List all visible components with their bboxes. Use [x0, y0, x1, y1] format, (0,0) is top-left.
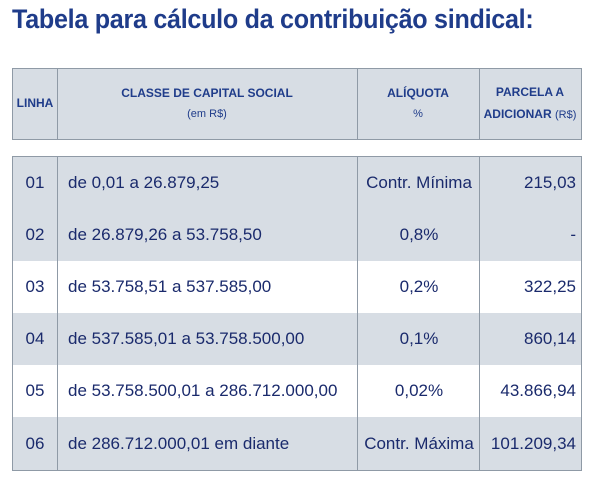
table-row: 04 de 537.585,01 a 53.758.500,00 0,1% 86…: [13, 313, 581, 366]
table-row: 06 de 286.712.000,01 em diante Contr. Má…: [13, 417, 581, 470]
cell-linha: 06: [25, 433, 45, 453]
column-divider: [479, 157, 480, 470]
cell-classe: de 53.758.500,01 a 286.712.000,00: [68, 381, 338, 400]
header-aliquota-sub: %: [413, 107, 423, 120]
cell-aliquota: 0,1%: [399, 329, 439, 348]
header-linha-label: LINHA: [16, 96, 54, 111]
header-parcela-line2: ADICIONAR (R$): [484, 104, 577, 126]
cell-parcela: -: [570, 225, 576, 244]
cell-aliquota: Contr. Mínima: [366, 173, 472, 192]
header-linha: LINHA: [13, 69, 57, 139]
cell-classe: de 286.712.000,01 em diante: [68, 433, 290, 453]
cell-parcela: 215,03: [524, 173, 576, 192]
header-divider: [479, 69, 480, 139]
table-header: LINHA CLASSE DE CAPITAL SOCIAL (em R$) A…: [12, 68, 582, 140]
cell-linha: 01: [25, 173, 45, 192]
cell-linha: 05: [25, 381, 45, 400]
header-parcela-unit: (R$): [554, 108, 577, 121]
header-parcela-label: ADICIONAR: [483, 106, 552, 121]
header-classe-label: CLASSE DE CAPITAL SOCIAL: [121, 86, 293, 101]
cell-parcela: 101.209,34: [490, 433, 576, 453]
cell-aliquota: 0,8%: [399, 225, 439, 244]
header-aliquota: ALÍQUOTA %: [357, 69, 479, 139]
header-parcela: PARCELA A ADICIONAR (R$): [479, 69, 581, 139]
header-classe: CLASSE DE CAPITAL SOCIAL (em R$): [57, 69, 357, 139]
cell-parcela: 43.866,94: [500, 381, 576, 400]
cell-aliquota: 0,2%: [399, 277, 439, 296]
cell-linha: 02: [25, 225, 45, 244]
column-divider: [357, 157, 358, 470]
cell-aliquota: 0,02%: [394, 381, 444, 400]
cell-linha: 03: [25, 277, 45, 296]
header-classe-sub: (em R$): [187, 107, 227, 120]
cell-linha: 04: [25, 329, 45, 348]
cell-aliquota: Contr. Máxima: [364, 433, 474, 453]
column-divider: [57, 157, 58, 470]
header-divider: [357, 69, 358, 139]
cell-classe: de 0,01 a 26.879,25: [68, 173, 220, 192]
table-body: 01 de 0,01 a 26.879,25 Contr. Mínima 215…: [12, 156, 582, 471]
cell-classe: de 53.758,51 a 537.585,00: [68, 277, 272, 296]
header-parcela-line1: PARCELA A: [495, 85, 565, 100]
table-row: 02 de 26.879,26 a 53.758,50 0,8% -: [13, 209, 581, 262]
cell-parcela: 322,25: [524, 277, 576, 296]
table-row: 03 de 53.758,51 a 537.585,00 0,2% 322,25: [13, 261, 581, 314]
cell-classe: de 26.879,26 a 53.758,50: [68, 225, 262, 244]
table-row: 01 de 0,01 a 26.879,25 Contr. Mínima 215…: [13, 157, 581, 210]
header-divider: [57, 69, 58, 139]
cell-parcela: 860,14: [524, 329, 576, 348]
page-title: Tabela para cálculo da contribuição sind…: [12, 4, 534, 34]
table-row: 05 de 53.758.500,01 a 286.712.000,00 0,0…: [13, 365, 581, 418]
header-aliquota-label: ALÍQUOTA: [387, 86, 449, 101]
cell-classe: de 537.585,01 a 53.758.500,00: [68, 329, 305, 348]
